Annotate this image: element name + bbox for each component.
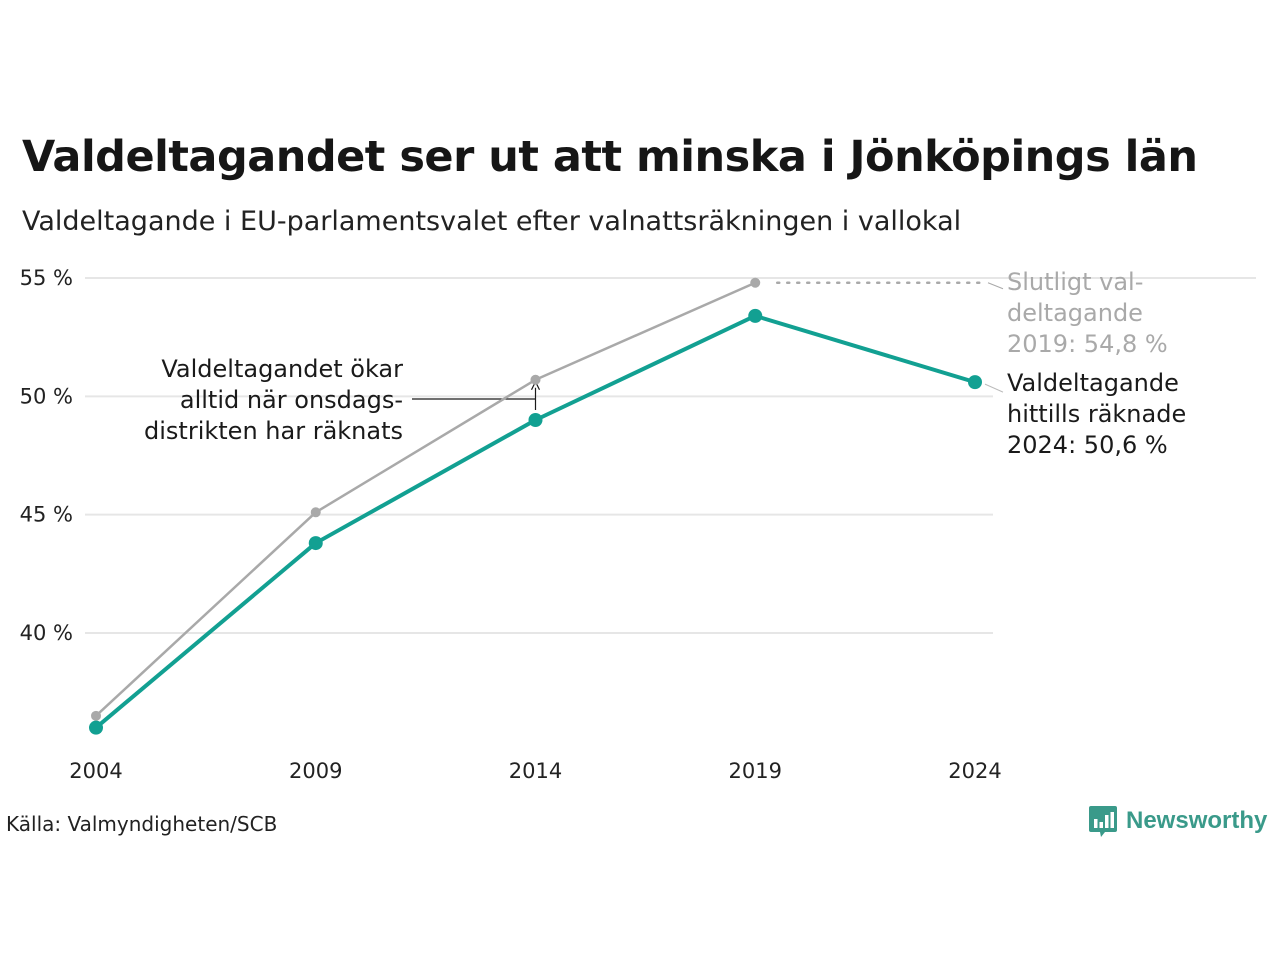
annotation-guides [412,281,1004,410]
y-axis-ticks: 40 % 45 % 50 % 55 % [20,266,73,645]
bar-chart-icon [1089,806,1117,837]
gridlines [85,277,1256,634]
data-point-counted [528,413,543,427]
y-tick-label: 50 % [20,384,73,408]
data-point-counted [308,536,323,551]
final-label: Slutligt val- [1007,268,1143,296]
chart-title: Valdeltagandet ser ut att minska i Jönkö… [22,132,1198,182]
x-tick-label: 2004 [69,759,122,783]
chart-subtitle: Valdeltagande i EU-parlamentsvalet efter… [22,206,962,237]
counted-label: 2024: 50,6 % [1007,431,1168,459]
data-point-counted [748,308,763,323]
y-tick-label: 55 % [20,266,73,290]
note-label: alltid när onsdags- [180,386,403,414]
annotations: Slutligt val-deltagande 2019: 54,8 % Valde… [144,268,1186,459]
x-tick-label: 2024 [948,759,1001,783]
x-axis-ticks: 2004 2009 2014 2019 2024 [69,759,1001,783]
counted-label: Valdeltagande [1007,369,1179,397]
x-tick-label: 2019 [729,759,782,783]
note-label: distrikten har räknats [144,417,403,445]
x-tick-label: 2009 [289,759,342,783]
counted-label: hittills räknade [1007,400,1186,428]
data-point-final [530,374,541,385]
brand-name: Newsworthy [1126,807,1268,834]
x-tick-label: 2014 [509,759,562,783]
data-point-final [310,507,321,518]
y-tick-label: 45 % [20,503,73,527]
data-point-final [750,277,761,288]
final-label: 2019: 54,8 % [1007,330,1168,358]
final-label: deltagande [1007,299,1143,327]
source-note: Källa: Valmyndigheten/SCB [6,812,278,836]
data-point-final [91,710,101,721]
final-label-leader [987,282,1004,290]
series-line-final [94,281,757,718]
y-tick-label: 40 % [20,621,73,645]
data-point-counted [968,375,982,390]
data-point-counted [89,720,103,735]
counted-label-leader [984,383,1004,393]
note-label: Valdeltagandet ökar [161,355,403,383]
series [89,277,982,735]
brand-logo[interactable]: Newsworthy [1088,804,1267,838]
line-chart: 40 % 45 % 50 % 55 % 2004 2009 2014 2019 2024 Sl… [20,266,1256,783]
